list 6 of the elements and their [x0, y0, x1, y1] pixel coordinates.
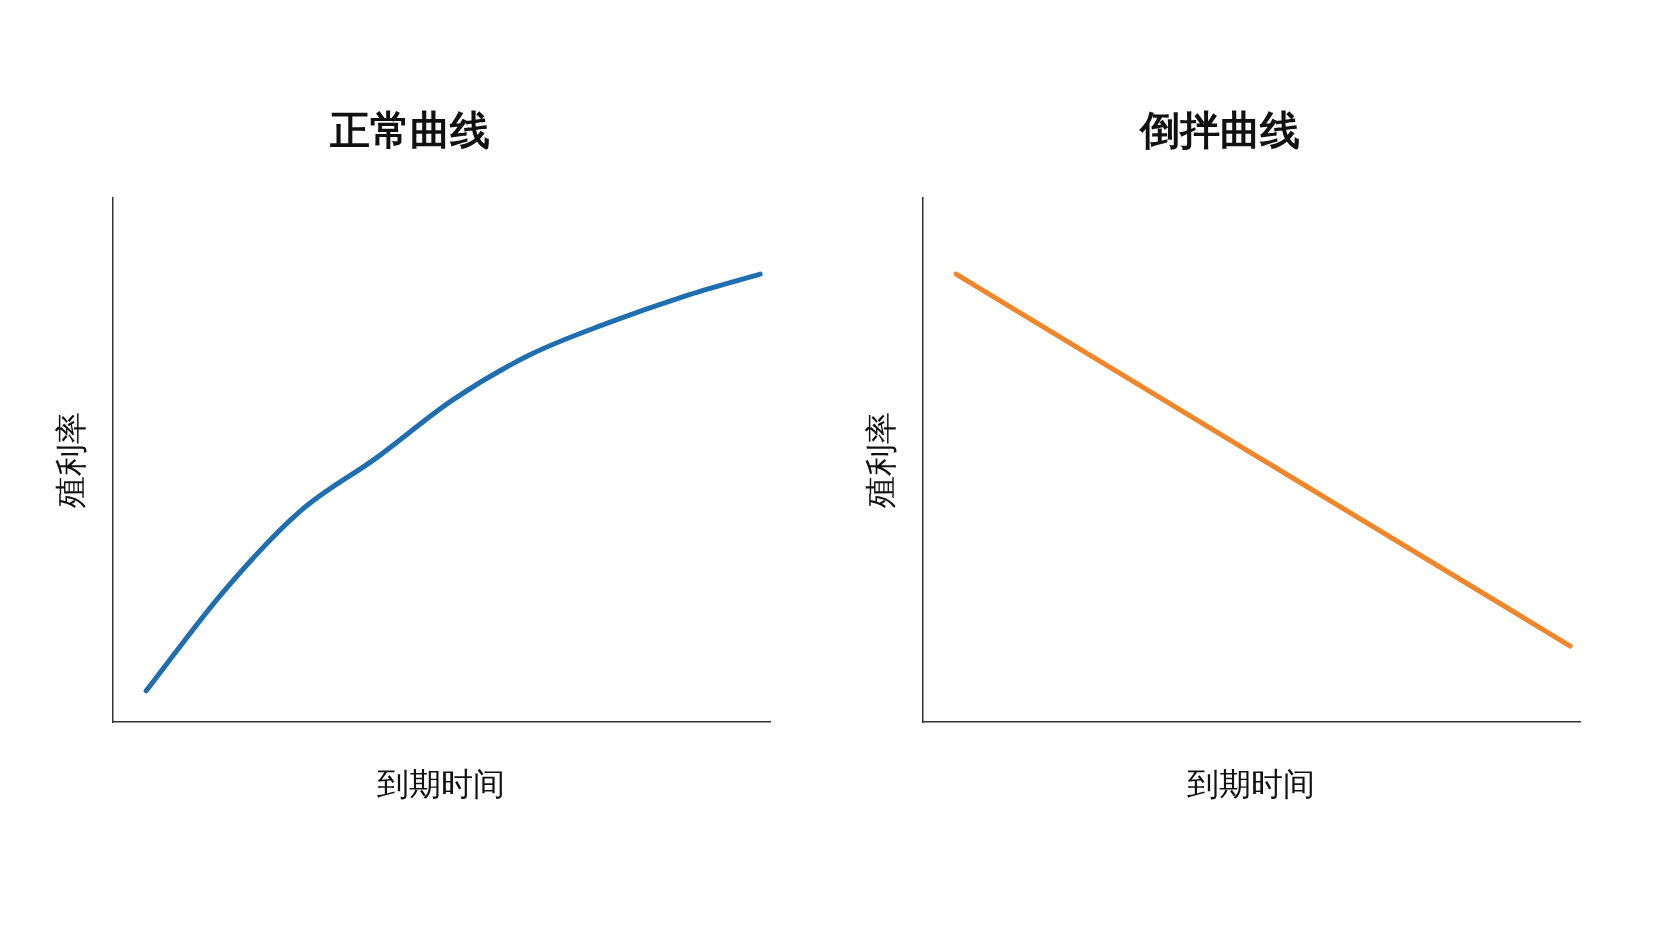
chart-title: 倒拌曲线 [1138, 107, 1300, 154]
y-axis-title: 殖利率 [51, 412, 90, 509]
y-axis-title: 殖利率 [861, 412, 900, 509]
x-axis-title: 到期时间 [1187, 765, 1316, 804]
x-axis-title: 到期时间 [377, 765, 506, 804]
chart-title: 正常曲线 [329, 107, 490, 154]
